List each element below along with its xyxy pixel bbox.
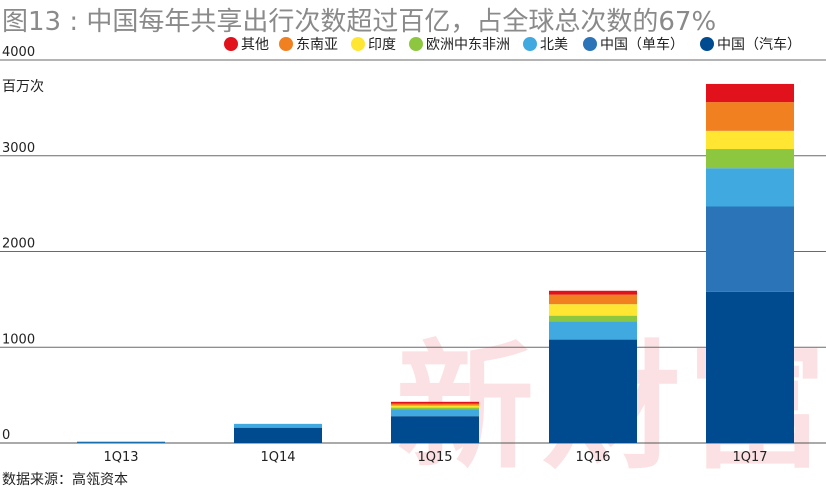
- y-tick-label-2000: 2000: [2, 237, 35, 252]
- legend-label-3: 欧洲中东非洲: [426, 37, 510, 53]
- bar-segment-1Q17-3: [706, 149, 794, 169]
- legend-label-1: 东南亚: [296, 37, 338, 53]
- bar-segment-1Q17-6: [706, 83, 794, 103]
- bar-segment-1Q15-4: [391, 405, 479, 408]
- bar-segment-1Q16-4: [549, 304, 637, 316]
- y-tick-label-4000: 4000: [2, 45, 35, 60]
- bar-segment-1Q17-2: [706, 168, 794, 207]
- bar-segment-1Q16-3: [549, 315, 637, 322]
- legend-marker-6: [700, 37, 714, 51]
- legend-marker-4: [523, 37, 537, 51]
- bar-segment-1Q16-6: [549, 290, 637, 295]
- x-tick-label-1Q14: 1Q14: [260, 450, 295, 465]
- source-note: 数据来源：高瓴资本: [2, 472, 128, 488]
- bar-segment-1Q15-2: [391, 409, 479, 417]
- x-tick-label-1Q17: 1Q17: [732, 450, 767, 465]
- bar-segment-1Q13-2: [77, 441, 165, 443]
- x-tick-label-1Q16: 1Q16: [575, 450, 610, 465]
- legend-label-0: 其他: [241, 37, 269, 53]
- legend-marker-1: [279, 37, 293, 51]
- legend-label-6: 中国（汽车）: [717, 36, 801, 53]
- legend-marker-2: [351, 37, 365, 51]
- bar-segment-1Q15-3: [391, 407, 479, 410]
- y-axis-unit-label: 百万次: [2, 79, 44, 95]
- bar-segment-1Q15-0: [391, 416, 479, 443]
- bar-segment-1Q14-0: [234, 427, 322, 443]
- x-tick-label-1Q15: 1Q15: [417, 450, 452, 465]
- y-tick-label-3000: 3000: [2, 141, 35, 156]
- bar-segment-1Q17-0: [706, 291, 794, 443]
- chart-title: 图13 : 中国每年共享出行次数超过百亿，占全球总次数的67%: [2, 7, 717, 37]
- x-tick-label-1Q13: 1Q13: [103, 450, 138, 465]
- bar-segment-1Q17-4: [706, 130, 794, 150]
- bar-segment-1Q17-1: [706, 206, 794, 292]
- bar-segment-1Q17-5: [706, 102, 794, 131]
- y-tick-label-1000: 1000: [2, 332, 35, 347]
- bar-segment-1Q15-6: [391, 401, 479, 404]
- legend-marker-3: [409, 37, 423, 51]
- bar-segment-1Q14-2: [234, 423, 322, 428]
- bar-segment-1Q13-0: [77, 442, 165, 443]
- legend-label-2: 印度: [368, 37, 396, 53]
- legend-label-4: 北美: [540, 37, 568, 53]
- bar-segment-1Q16-5: [549, 294, 637, 305]
- y-tick-label-0: 0: [2, 428, 10, 443]
- bar-segment-1Q15-5: [391, 403, 479, 406]
- bar-segment-1Q16-2: [549, 321, 637, 340]
- bar-segment-1Q16-0: [549, 339, 637, 443]
- legend-marker-5: [583, 37, 597, 51]
- legend-marker-0: [224, 37, 238, 51]
- legend-label-5: 中国（单车）: [600, 36, 684, 53]
